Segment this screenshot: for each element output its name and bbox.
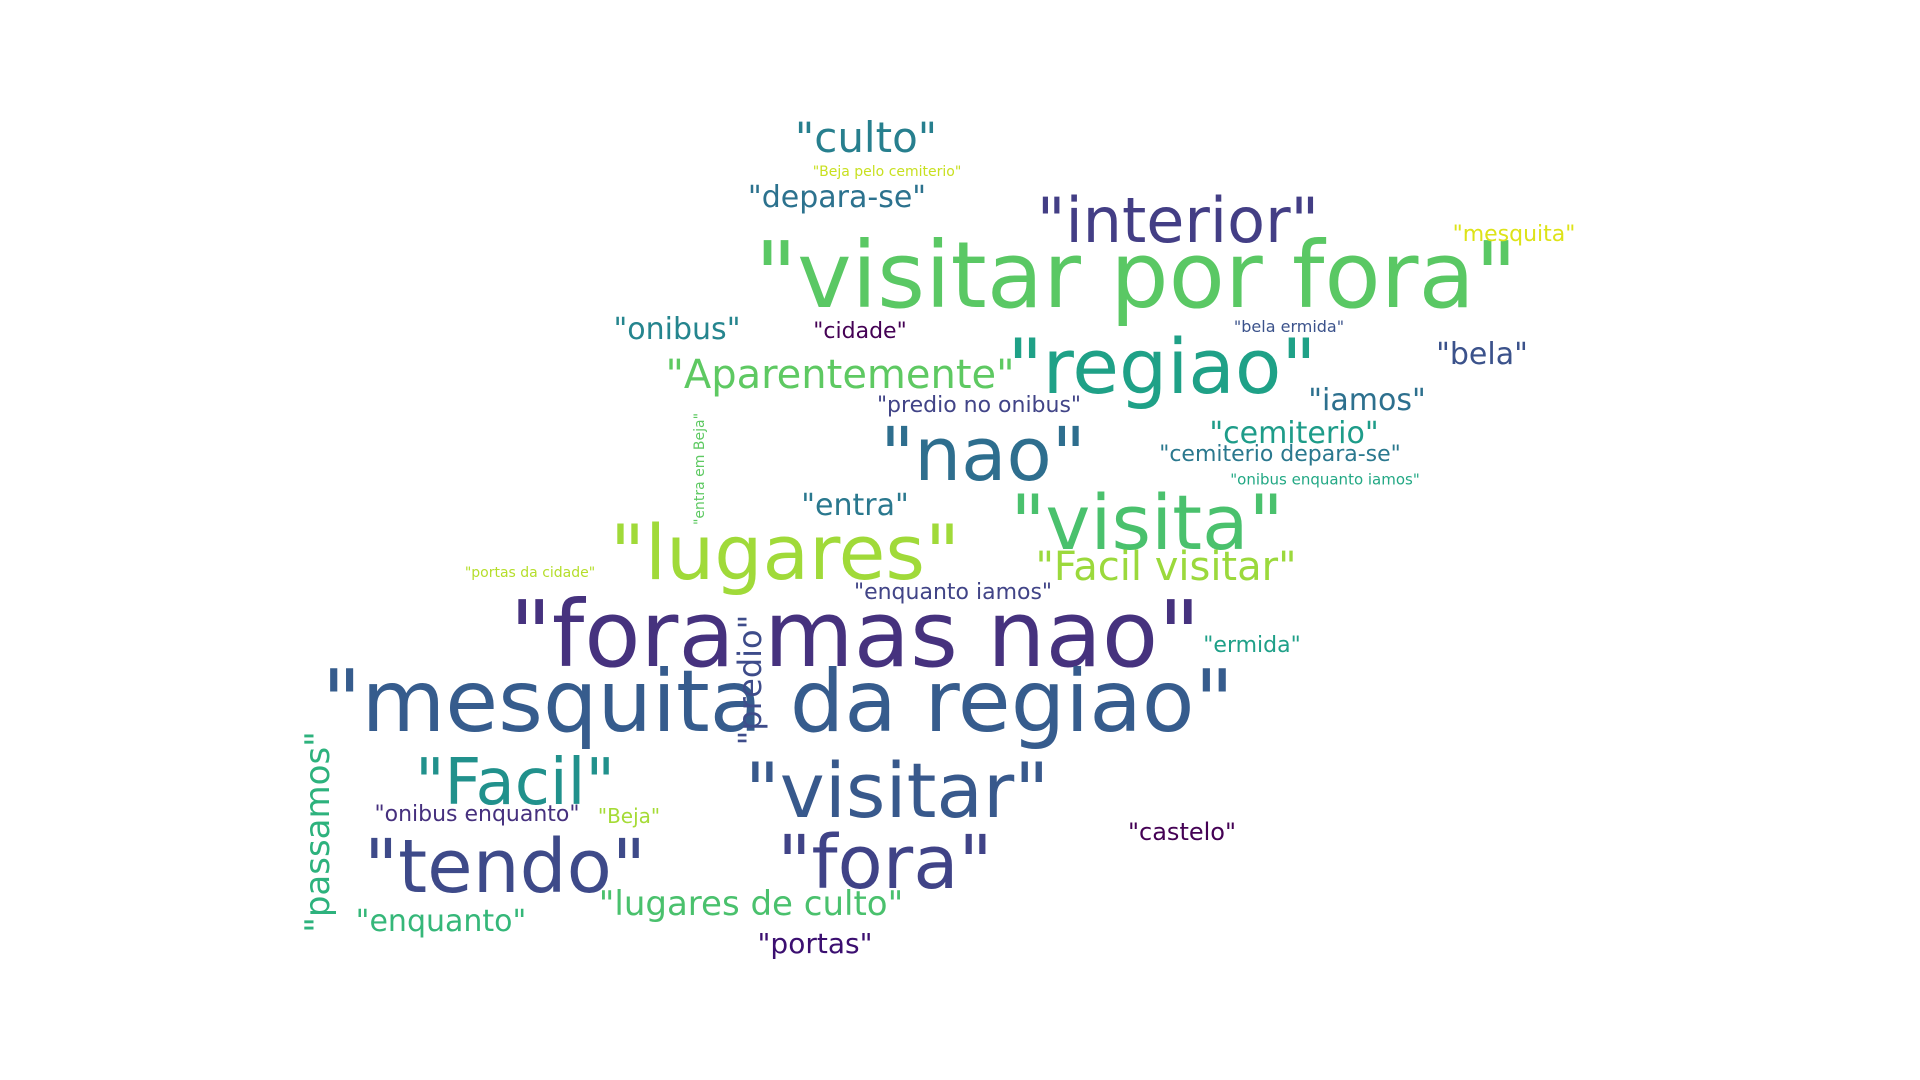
word: "visitar por fora" [754, 222, 1518, 329]
word: "regiao" [1007, 322, 1317, 411]
word: "castelo" [1127, 818, 1237, 846]
word: "ermida" [1203, 633, 1301, 658]
word: "fora" [777, 820, 993, 906]
word: "bela ermida" [1233, 317, 1345, 336]
word: "Beja pelo cemiterio" [812, 164, 962, 180]
word-vertical: "predio" [731, 614, 769, 746]
word: "iamos" [1308, 383, 1426, 418]
word: "Facil visitar" [1035, 544, 1297, 590]
word: "depara-se" [747, 180, 927, 215]
word: "nao" [880, 412, 1086, 498]
word: "onibus enquanto" [374, 802, 580, 827]
word-vertical: "entra em Beja" [692, 412, 708, 526]
word: "tendo" [364, 824, 646, 910]
word: "cidade" [813, 319, 907, 344]
word: "portas da cidade" [464, 565, 596, 581]
word: "onibus" [613, 312, 741, 347]
word: "bela" [1436, 337, 1528, 372]
word: "visita" [1010, 478, 1284, 567]
word: "interior" [1036, 184, 1320, 257]
word: "onibus enquanto iamos" [1230, 470, 1420, 489]
word: "cemiterio" [1209, 416, 1379, 451]
word: "mesquita da regiao" [321, 652, 1235, 752]
word: "cemiterio depara-se" [1159, 442, 1401, 467]
word: "mesquita" [1452, 222, 1576, 247]
word: "culto" [794, 113, 938, 162]
word-vertical: "passamos" [298, 731, 338, 933]
word: "fora mas nao" [509, 581, 1201, 688]
word: "lugares" [610, 508, 960, 597]
word: "Beja" [597, 804, 661, 828]
word: "entra" [801, 488, 909, 523]
word: "enquanto" [355, 904, 527, 939]
word: "lugares de culto" [598, 884, 904, 924]
word: "enquanto iamos" [853, 580, 1053, 605]
word: "Facil" [415, 746, 615, 820]
word: "Aparentemente" [665, 352, 1015, 398]
word: "portas" [757, 927, 873, 960]
word: "visitar" [744, 746, 1050, 835]
word: "predio no onibus" [876, 393, 1082, 418]
